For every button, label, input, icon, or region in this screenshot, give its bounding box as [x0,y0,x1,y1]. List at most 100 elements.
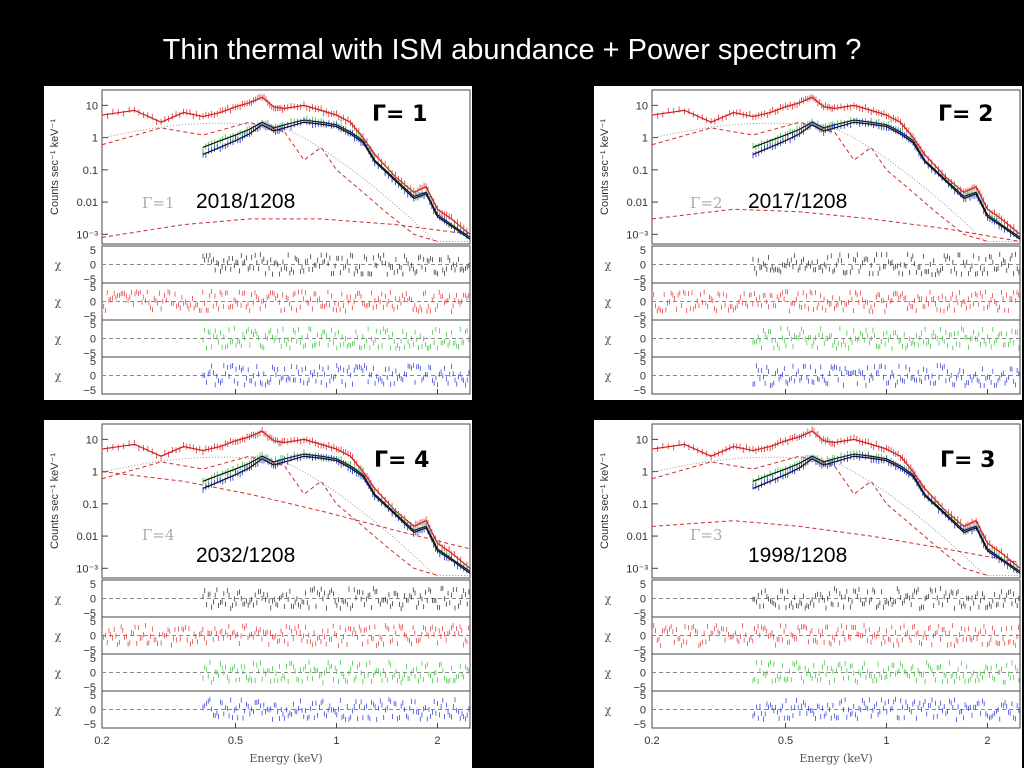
residual-tick-label: 5 [640,245,646,257]
residual-tick-label: 0 [640,594,646,606]
residual-tick-label: 5 [640,690,646,702]
residual-tick-label: 5 [90,356,96,368]
residual-tick-label: 5 [90,653,96,665]
residual-ylabel: χ [55,704,62,717]
x-axis-label: Energy (keV) [799,752,872,765]
residual-tick-label: −5 [633,311,646,323]
residual-tick-label: 5 [90,690,96,702]
y-tick-label: 0.1 [83,499,98,511]
inplot-gamma-label: Γ=2 [690,194,723,212]
residual-tick-label: −5 [83,719,96,731]
model-line [202,455,471,574]
residual-tick-label: −5 [83,608,96,620]
y-axis-label: Counts sec⁻¹ keV⁻¹ [599,119,611,215]
residual-ylabel: χ [605,630,612,643]
residual-tick-label: 5 [640,319,646,331]
inplot-gamma-label: Γ=1 [142,194,175,212]
residual-tick-label: −5 [83,385,96,397]
residual-tick-label: −5 [633,274,646,286]
residual-tick-label: −5 [633,608,646,620]
residual-tick-label: −5 [633,385,646,397]
thermal-model-dotted [101,122,469,242]
y-tick-label: 10 [86,434,98,446]
thermal-component [101,121,438,242]
residual-ylabel: χ [605,296,612,309]
inplot-gamma-label: Γ=4 [142,526,175,544]
power-law-component [651,208,1021,242]
residual-ylabel: χ [55,259,62,272]
residual-tick-label: −5 [633,719,646,731]
x-tick-label: 1 [883,735,889,747]
residual-tick-label: 0 [640,631,646,643]
residual-tick-label: −5 [633,348,646,360]
y-tick-label: 10 [636,434,648,446]
residual-tick-label: 0 [90,334,96,346]
residual-tick-label: 0 [90,297,96,309]
residual-tick-label: 0 [640,260,646,272]
spectrum-panel-bottom-left: 10 1 0.1 0.01 10⁻³ Counts sec⁻¹ keV⁻¹ 5 0 −5 χ 5 0−… [44,420,472,768]
residual-ylabel: χ [55,333,62,346]
ratio-label: 2018/1208 [196,190,296,213]
residual-tick-label: 0 [90,594,96,606]
y-tick-label: 10 [86,100,98,112]
spectrum-frame [101,423,471,579]
residual-tick-label: −5 [83,311,96,323]
y-tick-label: 1 [642,133,648,145]
x-tick-label: 0.2 [94,735,109,747]
residual-tick-label: 0 [90,371,96,383]
residual-ylabel: χ [55,296,62,309]
residual-tick-label: −5 [83,645,96,657]
residual-ylabel: χ [605,704,612,717]
y-tick-label: 0.1 [83,165,98,177]
y-tick-label: 10⁻³ [76,563,98,575]
residual-tick-label: −5 [83,274,96,286]
residual-ylabel: χ [605,593,612,606]
residual-tick-label: 0 [640,371,646,383]
x-tick-label: 2 [984,735,990,747]
residual-tick-label: 5 [90,616,96,628]
gamma-label: Γ= 3 [940,448,996,473]
model-line [752,121,1021,240]
y-tick-label: 10 [636,100,648,112]
thermal-component [651,455,988,576]
residual-tick-label: −5 [83,348,96,360]
thermal-component [651,121,988,242]
slide-title: Thin thermal with ISM abundance + Power … [162,34,862,66]
model-line [101,430,471,569]
residual-ylabel: χ [55,630,62,643]
gamma-label: Γ= 4 [374,448,430,473]
model-line [202,121,471,240]
ratio-label: 2017/1208 [748,190,848,213]
y-tick-label: 10⁻³ [76,229,98,241]
y-tick-label: 0.01 [627,197,648,209]
residual-tick-label: −5 [633,645,646,657]
y-tick-label: 1 [92,467,98,479]
residual-ylabel: χ [605,259,612,272]
spectrum-frame [651,89,1021,245]
residual-ylabel: χ [55,667,62,680]
residual-tick-label: 0 [640,297,646,309]
y-tick-label: 0.1 [633,165,648,177]
model-line [651,430,1021,569]
residual-tick-label: 5 [640,282,646,294]
spectrum-panel-bottom-right: 10 1 0.1 0.01 10⁻³ Counts sec⁻¹ keV⁻¹ 5 0 −5 χ 5 0−… [594,420,1022,768]
y-axis-label: Counts sec⁻¹ keV⁻¹ [49,453,61,549]
x-tick-label: 0.2 [644,735,659,747]
residual-tick-label: 0 [90,668,96,680]
y-tick-label: 0.1 [633,499,648,511]
spectrum-chart-top-right: 10 1 0.1 0.01 10⁻³ Counts sec⁻¹ keV⁻¹ 5 0 −5 χ 5 0 −… [599,89,1021,397]
power-law-component [651,520,1021,564]
residual-tick-label: 5 [90,319,96,331]
x-tick-label: 2 [434,735,440,747]
spectrum-chart-top-left: 10 1 0.1 0.01 10⁻³ Counts sec⁻¹ keV⁻¹ 5 0 −5 χ 5 0 −… [49,89,471,397]
ratio-label: 2032/1208 [196,544,296,567]
residual-tick-label: 5 [90,579,96,591]
residual-ylabel: χ [55,370,62,383]
model-line [651,96,1021,235]
residual-tick-label: 5 [640,579,646,591]
y-axis-label: Counts sec⁻¹ keV⁻¹ [49,119,61,215]
x-tick-label: 0.5 [778,735,793,747]
gamma-label: Γ= 2 [938,102,994,127]
spectrum-panel-top-left: 10 1 0.1 0.01 10⁻³ Counts sec⁻¹ keV⁻¹ 5 0 −5 χ 5 0 −… [44,86,472,400]
residual-tick-label: 5 [90,245,96,257]
